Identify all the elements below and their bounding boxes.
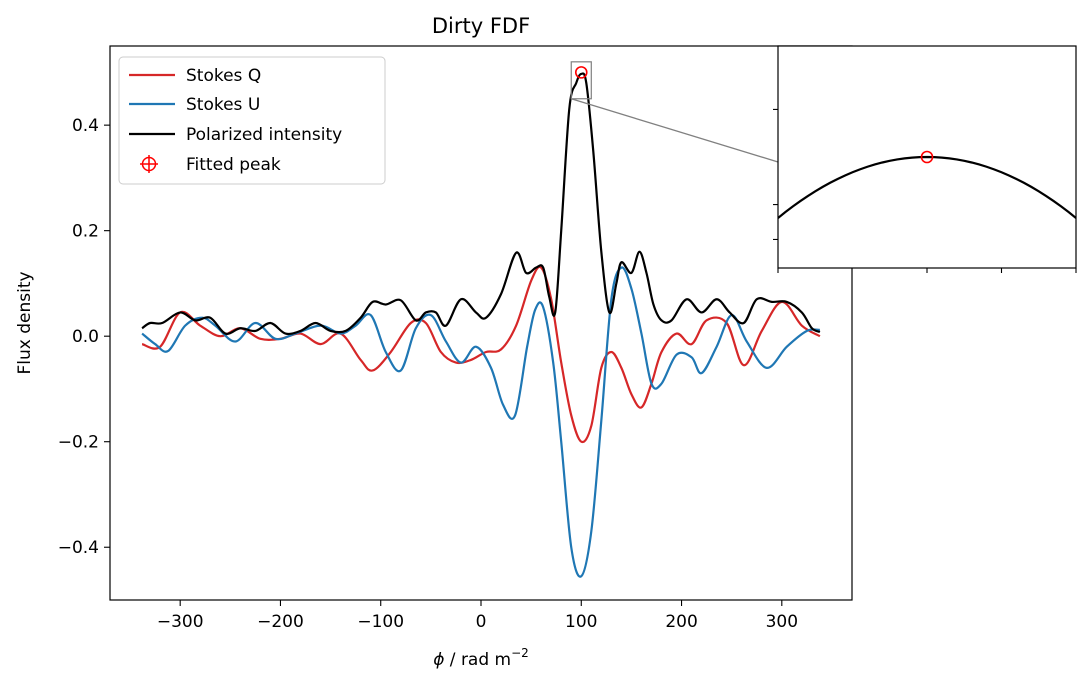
x-axis-label-exponent: −2 <box>511 646 529 660</box>
legend: Stokes Q Stokes U Polarized intensity Fi… <box>118 56 386 185</box>
x-axis-ticks: −300 −200 −100 0 100 200 300 <box>157 600 798 632</box>
x-tick-label: −200 <box>257 612 304 632</box>
series-polarized-intensity-line <box>141 72 821 336</box>
x-axis-label: ϕ / rad m−2 <box>433 646 529 670</box>
legend-label-polarized-intensity: Polarized intensity <box>186 125 342 145</box>
zoom-region-box <box>570 61 592 100</box>
zoom-indicator <box>570 61 779 163</box>
x-axis-label-symbol: ϕ <box>433 650 444 670</box>
legend-label-fitted-peak: Fitted peak <box>186 155 281 175</box>
y-tick-label: −0.2 <box>58 433 99 453</box>
zoom-connector-line <box>571 98 779 163</box>
fitted-peak-marker <box>574 66 588 79</box>
x-tick-label: −100 <box>357 612 404 632</box>
inset-ticks <box>773 108 1077 273</box>
inset-fitted-peak-marker <box>920 150 934 164</box>
main-plot: −300 −200 −100 0 100 200 300 −0.4 −0.2 0.0 0.2 0.4 <box>58 45 853 632</box>
inset-plot <box>773 45 1077 273</box>
fitted-peak-group <box>574 66 588 79</box>
series-stokes-q-line <box>141 265 821 444</box>
y-tick-label: 0.4 <box>72 116 99 136</box>
legend-swatch-fitted-peak <box>140 155 158 173</box>
x-tick-label: −300 <box>157 612 204 632</box>
y-tick-label: 0.2 <box>72 222 99 242</box>
y-tick-label: −0.4 <box>58 538 99 558</box>
x-axis-label-unit: / rad m <box>444 650 511 670</box>
inset-polarized-intensity-line <box>778 155 1076 219</box>
y-tick-label: 0.0 <box>72 327 99 347</box>
x-tick-label: 100 <box>565 612 597 632</box>
series-stokes-u-line <box>141 266 820 578</box>
y-axis-ticks: −0.4 −0.2 0.0 0.2 0.4 <box>58 116 110 558</box>
legend-label-stokes-q: Stokes Q <box>186 66 261 86</box>
legend-label-stokes-u: Stokes U <box>186 95 260 115</box>
x-tick-label: 200 <box>665 612 697 632</box>
y-axis-label: Flux density <box>15 271 35 374</box>
main-series-group <box>141 72 821 578</box>
x-tick-label: 300 <box>766 612 798 632</box>
inset-series-group <box>778 150 1076 219</box>
x-tick-label: 0 <box>476 612 487 632</box>
legend-frame <box>118 56 386 185</box>
chart-title: Dirty FDF <box>432 14 530 38</box>
